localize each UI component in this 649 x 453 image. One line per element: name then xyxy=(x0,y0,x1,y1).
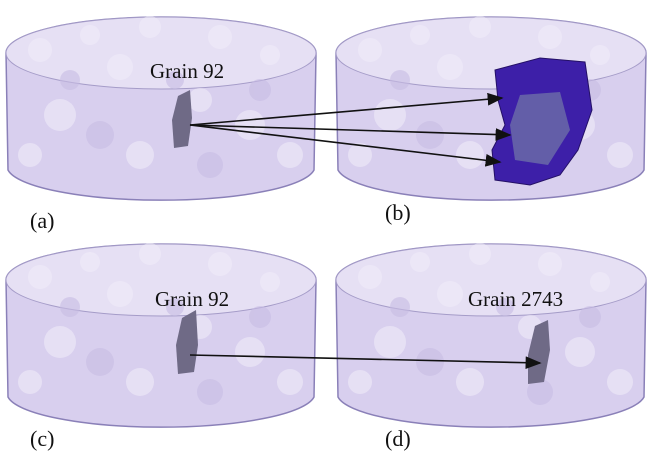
grain-label: Grain 92 xyxy=(150,59,224,83)
figure: Grain 92 Grain 92 Grain 2743 (a) (b) (c)… xyxy=(0,0,649,453)
grain-label: Grain 92 xyxy=(155,287,229,311)
panel-label: (c) xyxy=(30,426,54,451)
grain-label: Grain 2743 xyxy=(468,287,563,311)
sample-c xyxy=(6,243,316,427)
panel-label: (d) xyxy=(385,426,411,451)
panel-label: (b) xyxy=(385,200,411,225)
panel-label: (a) xyxy=(30,208,54,233)
sample-d xyxy=(336,243,646,427)
sample-a xyxy=(6,16,316,200)
